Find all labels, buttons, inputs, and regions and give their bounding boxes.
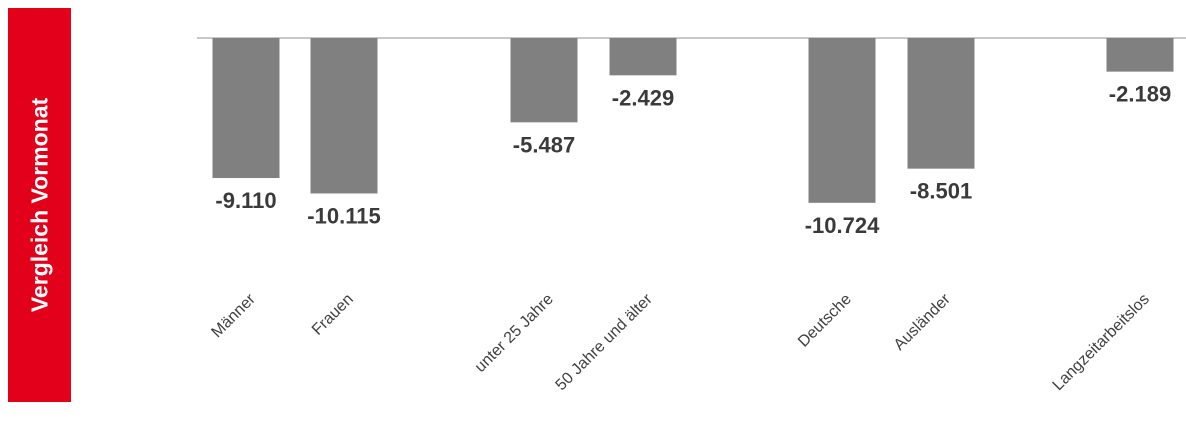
value-label-6: -2.189 xyxy=(1109,82,1171,107)
value-label-5: -8.501 xyxy=(910,179,972,204)
value-label-1: -10.115 xyxy=(307,203,380,228)
category-label-5: Ausländer xyxy=(891,290,954,353)
bar-1 xyxy=(310,38,378,194)
bar-3 xyxy=(609,38,677,76)
bar-6 xyxy=(1106,38,1174,72)
category-label-2: unter 25 Jahre xyxy=(472,291,557,376)
bar-2 xyxy=(510,38,578,123)
value-label-0: -9.110 xyxy=(215,188,276,213)
vergleich-vormonat-banner: Vergleich Vormonat xyxy=(8,8,71,402)
bar-4 xyxy=(808,38,876,203)
bar-0 xyxy=(212,38,280,179)
category-label-4: Deutsche xyxy=(795,291,855,351)
bar-5 xyxy=(907,38,975,169)
value-label-4: -10.724 xyxy=(805,213,880,238)
category-label-6: Langzeitarbeitslos xyxy=(1050,291,1153,394)
value-label-3: -2.429 xyxy=(612,85,674,110)
category-label-3: 50 Jahre und älter xyxy=(553,290,657,394)
category-label-0: Männer xyxy=(208,290,259,341)
value-label-2: -5.487 xyxy=(513,132,575,157)
category-label-1: Frauen xyxy=(309,291,357,339)
